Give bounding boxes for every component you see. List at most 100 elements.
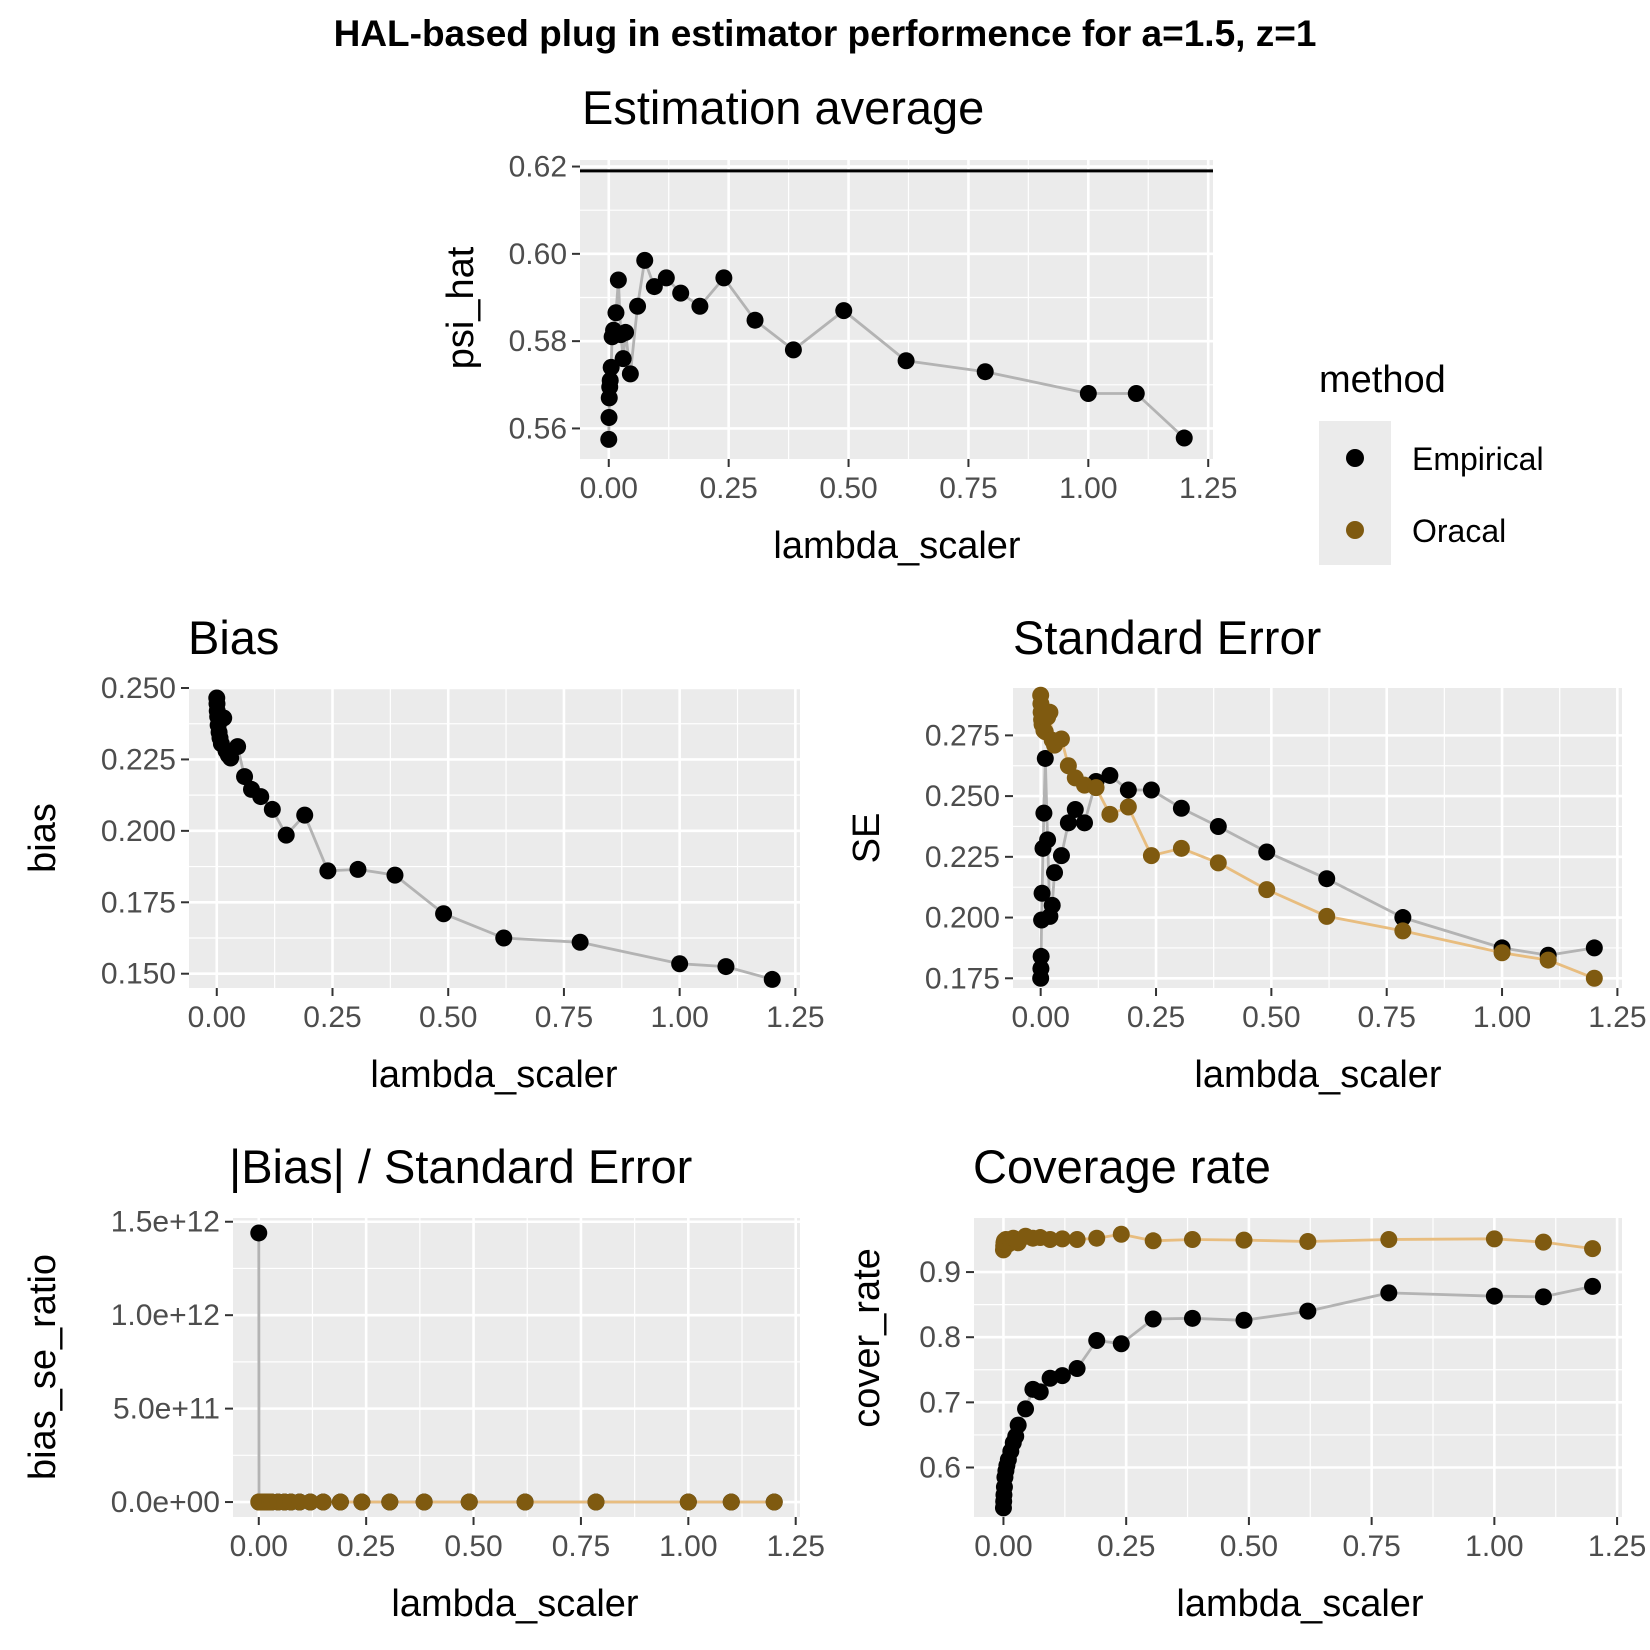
data-point-empirical-bias bbox=[277, 826, 295, 844]
data-point-empirical-coverage-rate bbox=[1112, 1335, 1130, 1353]
data-point-empirical-estimation-average bbox=[1175, 429, 1193, 447]
legend-key-empirical bbox=[1346, 449, 1364, 467]
data-point-empirical-standard-error bbox=[1036, 749, 1054, 767]
data-point-empirical-estimation-average bbox=[645, 278, 663, 296]
x-tick-label-bias-se-ratio: 0.50 bbox=[444, 1530, 502, 1563]
data-point-oracal-coverage-rate bbox=[1041, 1230, 1059, 1248]
data-point-oracal-bias-se-ratio bbox=[314, 1493, 332, 1511]
x-tick-label-bias-se-ratio: 0.25 bbox=[337, 1530, 395, 1563]
data-point-oracal-coverage-rate bbox=[1088, 1229, 1106, 1247]
data-point-empirical-estimation-average bbox=[691, 297, 709, 315]
legend-key-oracal bbox=[1346, 521, 1364, 539]
y-tick-label-standard-error: 0.250 bbox=[925, 780, 1000, 813]
data-point-oracal-coverage-rate bbox=[1380, 1230, 1398, 1248]
data-point-empirical-bias bbox=[263, 800, 281, 818]
data-point-oracal-coverage-rate bbox=[1584, 1240, 1602, 1258]
data-point-oracal-bias-se-ratio bbox=[301, 1493, 319, 1511]
data-point-oracal-standard-error bbox=[1493, 944, 1511, 962]
data-point-empirical-estimation-average bbox=[621, 365, 639, 383]
legend-label-empirical: Empirical bbox=[1412, 441, 1544, 477]
plot-area-standard-error: 0.00 0.25 0.50 0.75 1.00 1.25 0.175 0.200 0.225 0… bbox=[925, 686, 1647, 1034]
data-point-empirical-bias bbox=[435, 905, 453, 923]
x-tick-label-standard-error: 0.25 bbox=[1127, 1001, 1185, 1034]
data-point-empirical-coverage-rate bbox=[1017, 1400, 1035, 1418]
y-tick-label-bias: 0.200 bbox=[101, 815, 176, 848]
data-point-empirical-estimation-average bbox=[784, 341, 802, 359]
data-point-empirical-standard-error bbox=[1258, 843, 1276, 861]
data-point-empirical-estimation-average bbox=[976, 363, 994, 381]
data-point-empirical-estimation-average bbox=[602, 358, 620, 376]
data-point-empirical-standard-error bbox=[1032, 947, 1050, 965]
data-point-empirical-standard-error bbox=[1043, 896, 1061, 914]
y-tick-label-bias-se-ratio: 1.5e+12 bbox=[111, 1206, 220, 1239]
x-axis-title-estimation-average: lambda_scaler bbox=[773, 525, 1020, 567]
data-point-empirical-bias bbox=[296, 806, 314, 824]
data-point-empirical-estimation-average bbox=[1127, 385, 1145, 403]
x-tick-label-coverage-rate: 1.25 bbox=[1588, 1530, 1646, 1563]
data-point-empirical-bias bbox=[236, 768, 254, 786]
x-tick-label-coverage-rate: 1.00 bbox=[1465, 1530, 1523, 1563]
data-point-empirical-bias bbox=[386, 866, 404, 884]
plot-area-bias-se-ratio: 0.00 0.25 0.50 0.75 1.00 1.25 0.0e+00 5.0e+11 1.… bbox=[111, 1206, 825, 1563]
x-tick-label-standard-error: 0.50 bbox=[1242, 1001, 1300, 1034]
plot-background-bias-se-ratio bbox=[233, 1218, 800, 1517]
y-axis-title-coverage-rate: cover_rate bbox=[846, 1248, 888, 1428]
data-point-empirical-standard-error bbox=[1209, 817, 1227, 835]
x-axis-title-bias-se-ratio: lambda_scaler bbox=[391, 1583, 638, 1625]
panel-title-coverage-rate: Coverage rate bbox=[973, 1140, 1271, 1193]
data-point-empirical-bias bbox=[671, 955, 689, 973]
x-tick-label-bias: 0.00 bbox=[188, 1001, 246, 1034]
data-point-empirical-coverage-rate bbox=[1009, 1416, 1027, 1434]
data-point-oracal-standard-error bbox=[1087, 779, 1105, 797]
data-point-oracal-standard-error bbox=[1142, 847, 1160, 865]
x-tick-label-estimation-average: 0.75 bbox=[939, 472, 997, 505]
data-point-empirical-coverage-rate bbox=[1068, 1359, 1086, 1377]
data-point-oracal-standard-error bbox=[1041, 703, 1059, 721]
y-tick-label-estimation-average: 0.56 bbox=[509, 412, 567, 445]
data-point-empirical-standard-error bbox=[1035, 804, 1053, 822]
x-tick-label-estimation-average: 0.25 bbox=[699, 472, 757, 505]
data-point-empirical-estimation-average bbox=[897, 352, 915, 370]
y-tick-label-estimation-average: 0.62 bbox=[509, 151, 567, 184]
data-point-oracal-standard-error bbox=[1172, 839, 1190, 857]
y-tick-label-bias: 0.175 bbox=[101, 886, 176, 919]
y-tick-label-standard-error: 0.175 bbox=[925, 962, 1000, 995]
x-tick-label-coverage-rate: 0.50 bbox=[1220, 1530, 1278, 1563]
x-tick-label-standard-error: 0.75 bbox=[1358, 1001, 1416, 1034]
data-point-empirical-estimation-average bbox=[617, 323, 635, 341]
data-point-empirical-estimation-average bbox=[672, 284, 690, 302]
data-point-empirical-coverage-rate bbox=[1584, 1277, 1602, 1295]
legend-label-oracal: Oracal bbox=[1412, 513, 1506, 549]
data-point-empirical-bias bbox=[319, 862, 337, 880]
data-point-empirical-coverage-rate bbox=[1183, 1309, 1201, 1327]
y-tick-label-standard-error: 0.200 bbox=[925, 902, 1000, 935]
x-tick-label-estimation-average: 1.25 bbox=[1179, 472, 1237, 505]
data-point-oracal-standard-error bbox=[1394, 922, 1412, 940]
data-point-empirical-standard-error bbox=[1318, 870, 1336, 888]
data-point-empirical-coverage-rate bbox=[1144, 1310, 1162, 1328]
x-tick-label-coverage-rate: 0.25 bbox=[1097, 1530, 1155, 1563]
data-point-empirical-estimation-average bbox=[614, 350, 632, 368]
data-point-oracal-coverage-rate bbox=[1299, 1232, 1317, 1250]
x-tick-label-estimation-average: 0.00 bbox=[580, 472, 638, 505]
plot-background-standard-error bbox=[1013, 688, 1622, 988]
data-point-oracal-coverage-rate bbox=[1485, 1230, 1503, 1248]
data-point-empirical-standard-error bbox=[1059, 814, 1077, 832]
data-point-empirical-coverage-rate bbox=[1235, 1311, 1253, 1329]
panel-title-standard-error: Standard Error bbox=[1013, 611, 1321, 664]
y-tick-label-standard-error: 0.275 bbox=[925, 719, 1000, 752]
data-point-empirical-standard-error bbox=[1142, 781, 1160, 799]
data-point-empirical-standard-error bbox=[1046, 864, 1064, 882]
data-point-oracal-standard-error bbox=[1318, 907, 1336, 925]
data-point-empirical-coverage-rate bbox=[1534, 1288, 1552, 1306]
data-point-empirical-bias-se-ratio bbox=[250, 1224, 268, 1242]
legend-key-background bbox=[1319, 421, 1391, 565]
data-point-oracal-bias-se-ratio bbox=[460, 1493, 478, 1511]
panel-standard-error: 0.00 0.25 0.50 0.75 1.00 1.25 0.175 0.200 0.225 0… bbox=[846, 611, 1647, 1096]
panel-title-bias-se-ratio: |Bias| / Standard Error bbox=[229, 1140, 692, 1193]
data-point-empirical-bias bbox=[229, 738, 247, 756]
plot-background-estimation-average bbox=[580, 160, 1213, 459]
y-axis-title-estimation-average: psi_hat bbox=[440, 246, 482, 369]
data-point-oracal-standard-error bbox=[1585, 969, 1603, 987]
